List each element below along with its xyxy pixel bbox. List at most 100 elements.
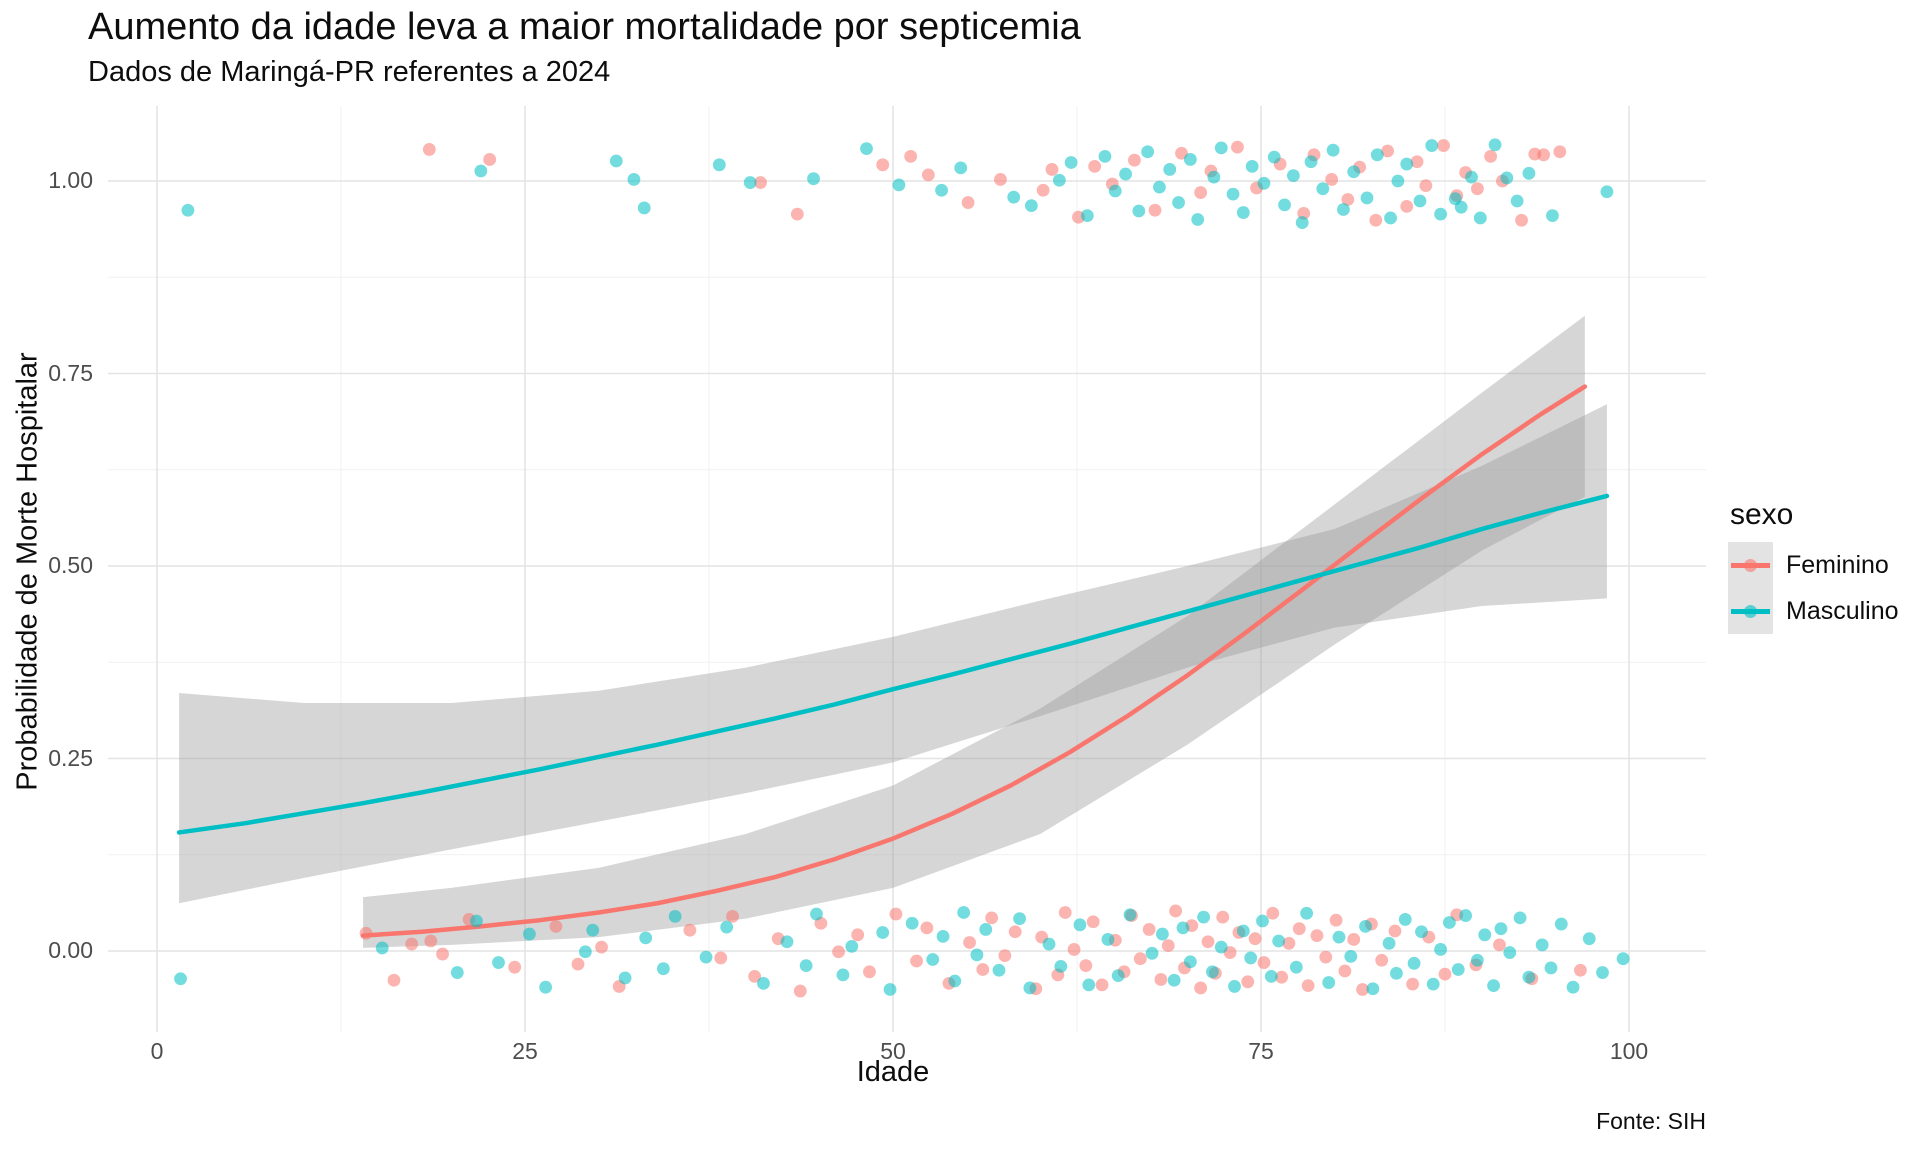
data-point-masculino <box>1600 185 1614 199</box>
data-point-masculino <box>668 909 682 923</box>
y-tick-label: 0.50 <box>48 552 93 578</box>
data-point-masculino <box>1535 938 1549 952</box>
data-point-feminino <box>1008 925 1022 939</box>
data-point-masculino <box>1332 930 1346 944</box>
data-point-masculino <box>1141 145 1155 159</box>
x-tick-label: 25 <box>512 1038 538 1064</box>
data-point-feminino <box>483 153 497 166</box>
data-point-masculino <box>1145 946 1159 960</box>
data-point-feminino <box>1515 213 1528 227</box>
data-point-masculino <box>1370 148 1384 162</box>
data-point-masculino <box>1566 980 1580 994</box>
data-point-feminino <box>1095 978 1109 992</box>
data-point-feminino <box>1493 938 1506 952</box>
data-point-masculino <box>720 920 734 934</box>
data-point-masculino <box>1155 927 1169 941</box>
legend-label-feminino: Feminino <box>1786 551 1889 579</box>
data-point-feminino <box>832 945 845 959</box>
data-point-masculino <box>970 948 984 962</box>
data-point-masculino <box>1286 169 1300 183</box>
data-point-masculino <box>1488 138 1502 152</box>
data-point-feminino <box>1292 922 1306 936</box>
data-point-feminino <box>1470 182 1484 196</box>
data-point-masculino <box>450 966 464 979</box>
y-tick-label: 0.00 <box>48 937 93 963</box>
data-point-masculino <box>1172 196 1185 209</box>
data-point-feminino <box>508 960 522 974</box>
data-point-masculino <box>926 953 940 966</box>
data-point-feminino <box>1045 163 1059 176</box>
data-point-masculino <box>1278 198 1291 212</box>
data-point-masculino <box>1390 966 1403 980</box>
data-point-masculino <box>1264 970 1278 983</box>
data-point-masculino <box>1451 963 1465 976</box>
data-point-masculino <box>936 929 950 943</box>
data-point-masculino <box>1322 976 1336 989</box>
data-point-feminino <box>726 909 739 923</box>
data-point-masculino <box>1214 940 1228 954</box>
data-point-masculino <box>1289 960 1303 974</box>
data-point-feminino <box>1438 967 1452 981</box>
x-axis-title: Idade <box>856 1056 930 1088</box>
confidence-ribbon-masculino <box>179 404 1607 904</box>
data-point-feminino <box>1148 203 1162 217</box>
data-point-masculino <box>1554 917 1568 931</box>
data-point-masculino <box>957 906 971 919</box>
data-point-feminino <box>863 965 876 979</box>
data-point-masculino <box>883 983 897 996</box>
data-point-masculino <box>1123 908 1137 922</box>
data-point-masculino <box>656 962 670 976</box>
data-point-masculino <box>810 907 823 921</box>
data-point-feminino <box>790 207 804 221</box>
data-point-feminino <box>1036 183 1050 197</box>
data-point-masculino <box>1546 209 1559 223</box>
data-point-masculino <box>1214 141 1228 155</box>
data-point-masculino <box>578 945 592 959</box>
data-point-feminino <box>754 176 767 189</box>
data-point-masculino <box>1024 199 1038 213</box>
data-point-feminino <box>1231 140 1244 154</box>
data-point-feminino <box>876 158 890 172</box>
data-point-masculino <box>637 201 651 215</box>
data-point-feminino <box>436 947 449 961</box>
data-point-feminino <box>1241 975 1255 989</box>
data-point-masculino <box>1197 910 1210 924</box>
data-point-masculino <box>1473 211 1487 225</box>
data-point-feminino <box>1325 173 1339 186</box>
data-point-masculino <box>743 176 757 189</box>
data-point-masculino <box>1426 977 1440 991</box>
data-point-masculino <box>1337 203 1350 216</box>
data-point-feminino <box>571 957 585 971</box>
data-point-feminino <box>1248 932 1262 946</box>
data-point-masculino <box>1042 937 1056 951</box>
data-point-feminino <box>1406 977 1420 991</box>
data-point-feminino <box>1161 939 1175 953</box>
data-point-feminino <box>920 921 934 935</box>
data-point-feminino <box>963 936 976 949</box>
plot-subtitle: Dados de Maringá-PR referentes a 2024 <box>88 56 611 88</box>
data-point-masculino <box>1244 951 1258 965</box>
data-point-feminino <box>1338 964 1352 978</box>
data-point-feminino <box>1133 952 1147 966</box>
data-point-masculino <box>1007 190 1021 204</box>
data-point-masculino <box>1415 925 1428 939</box>
data-point-feminino <box>1553 145 1567 159</box>
data-point-feminino <box>1216 910 1230 924</box>
data-point-masculino <box>992 963 1006 977</box>
data-point-masculino <box>1454 200 1468 214</box>
data-point-masculino <box>618 971 632 985</box>
data-point-masculino <box>892 178 906 192</box>
data-point-feminino <box>683 923 697 937</box>
data-point-masculino <box>948 974 962 988</box>
data-point-masculino <box>876 926 890 939</box>
data-point-feminino <box>1329 913 1343 927</box>
data-point-masculino <box>1522 970 1536 984</box>
data-point-masculino <box>1434 207 1447 221</box>
data-point-masculino <box>1267 150 1281 164</box>
data-point-masculino <box>609 154 623 168</box>
data-point-feminino <box>910 954 923 968</box>
data-point-feminino <box>1194 186 1208 199</box>
data-point-masculino <box>523 927 536 941</box>
data-point-masculino <box>1513 911 1527 925</box>
legend-title: sexo <box>1730 498 1794 531</box>
